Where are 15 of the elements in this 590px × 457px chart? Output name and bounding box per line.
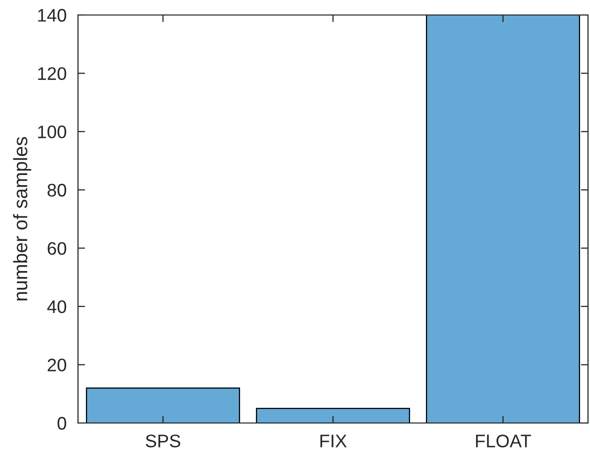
y-tick-label: 0 bbox=[58, 416, 66, 430]
y-tick-label: 60 bbox=[48, 242, 66, 255]
x-tick-label: SPS bbox=[146, 434, 180, 448]
bar bbox=[86, 387, 240, 423]
y-tick-label: 120 bbox=[38, 67, 66, 80]
y-tick-label: 140 bbox=[38, 8, 66, 22]
bar bbox=[426, 15, 580, 423]
bar bbox=[256, 408, 410, 423]
y-tick-label: 80 bbox=[48, 184, 66, 197]
x-tick-label: FLOAT bbox=[476, 434, 532, 448]
y-axis-title: number of samples bbox=[13, 137, 32, 300]
x-tick-label: FIX bbox=[320, 434, 347, 448]
y-tick-label: 40 bbox=[47, 300, 66, 314]
y-tick-label: 100 bbox=[38, 126, 66, 138]
y-tick-label: 20 bbox=[48, 358, 66, 372]
